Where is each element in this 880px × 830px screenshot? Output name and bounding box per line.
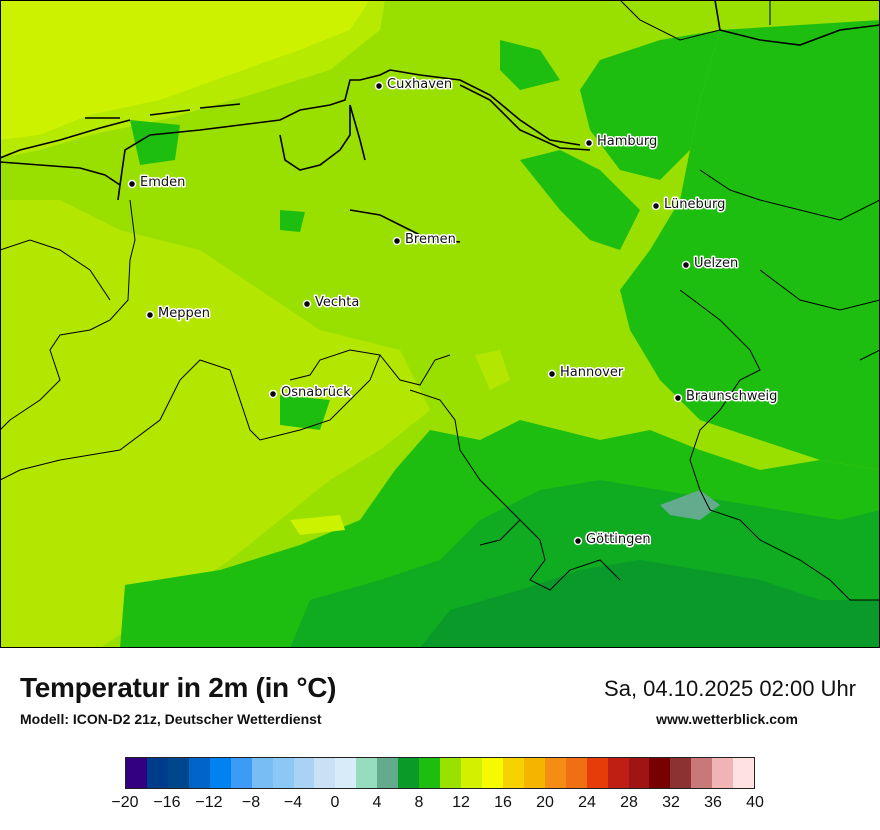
legend-tick-label: 28 [620,794,638,811]
legend-tick-label: −16 [153,794,181,811]
legend-swatch [607,758,629,788]
city-osnabrueck: Osnabrück [268,384,353,402]
legend-swatch [314,758,336,788]
legend-tick-label: 16 [494,794,512,811]
legend-swatch [126,758,147,788]
svg-text:Lüneburg: Lüneburg [664,197,725,212]
legend-swatch [167,758,189,788]
legend-swatch [670,758,692,788]
model-subtitle: Modell: ICON-D2 21z, Deutscher Wetterdie… [20,711,322,727]
city-markers: Cuxhaven Hamburg Emden Lüneburg Bremen U… [127,76,779,549]
city-vechta: Vechta [302,294,361,312]
city-lueneburg: Lüneburg [651,196,727,214]
legend-swatch [377,758,399,788]
legend-swatch [335,758,357,788]
svg-text:Göttingen: Göttingen [586,532,651,547]
city-meppen: Meppen [145,305,211,323]
coastlines [0,0,880,243]
legend-swatch [565,758,587,788]
legend-swatch [481,758,503,788]
city-hamburg: Hamburg [584,133,659,151]
legend-swatch [419,758,441,788]
legend-swatch [628,758,650,788]
svg-text:Uelzen: Uelzen [694,256,738,271]
svg-text:Meppen: Meppen [158,306,210,321]
city-hannover: Hannover [547,364,625,382]
svg-text:Vechta: Vechta [315,295,359,310]
svg-text:Cuxhaven: Cuxhaven [387,77,452,92]
svg-text:Hannover: Hannover [560,365,624,380]
legend-swatch [230,758,252,788]
legend-swatch [146,758,168,788]
legend-swatch [209,758,231,788]
legend-swatch [712,758,734,788]
legend-swatch [356,758,378,788]
legend-tick-label: −8 [241,794,261,811]
state-borders [0,0,880,601]
legend-tick-label: 4 [372,794,382,811]
legend-tick-label: 8 [414,794,424,811]
sea-area [0,0,370,140]
city-cuxhaven: Cuxhaven [374,76,454,94]
legend-swatch [649,758,671,788]
legend-swatch [523,758,545,788]
temperature-map: Cuxhaven Hamburg Emden Lüneburg Bremen U… [0,0,880,648]
legend-swatch [440,758,461,788]
legend-swatch [544,758,566,788]
legend-tick-label: 36 [704,794,722,811]
legend-swatch [461,758,482,788]
legend-swatch [293,758,315,788]
legend-tick-label: 20 [536,794,554,811]
svg-text:Bremen: Bremen [405,232,456,247]
legend-tick-label: 40 [746,794,764,811]
website-link[interactable]: www.wetterblick.com [656,711,798,727]
city-uelzen: Uelzen [681,255,740,273]
legend-ticks: −20 −16 −12 −8 −4 0 4 8 12 16 20 24 28 32 36 40 [111,794,763,818]
legend-tick-label: −4 [283,794,303,811]
legend-colorbar [125,757,755,789]
legend-swatch [398,758,420,788]
warm-region-southwest [0,200,430,648]
city-emden: Emden [127,174,187,192]
legend-swatch [272,758,294,788]
legend-tick-label: 32 [662,794,680,811]
legend-swatch [502,758,524,788]
city-bremen: Bremen [392,231,457,249]
svg-text:Braunschweig: Braunschweig [686,389,777,404]
city-goettingen: Göttingen [573,531,652,549]
legend-tick-label: 0 [330,794,340,811]
legend-swatch [586,758,608,788]
legend-swatch [691,758,713,788]
cool-region-east [620,20,880,470]
legend-swatch [188,758,210,788]
legend-tick-label: −12 [195,794,223,811]
city-braunschweig: Braunschweig [673,388,779,406]
legend-swatch [733,758,755,788]
legend-tick-label: 12 [452,794,470,811]
svg-text:Hamburg: Hamburg [597,134,657,149]
forecast-datetime: Sa, 04.10.2025 02:00 Uhr [604,676,856,701]
map-title: Temperatur in 2m (in °C) [20,672,337,703]
svg-text:Emden: Emden [140,175,185,190]
svg-text:Osnabrück: Osnabrück [281,385,351,400]
legend-tick-label: 24 [578,794,596,811]
legend-tick-label: −20 [111,794,139,811]
legend-swatch [251,758,273,788]
